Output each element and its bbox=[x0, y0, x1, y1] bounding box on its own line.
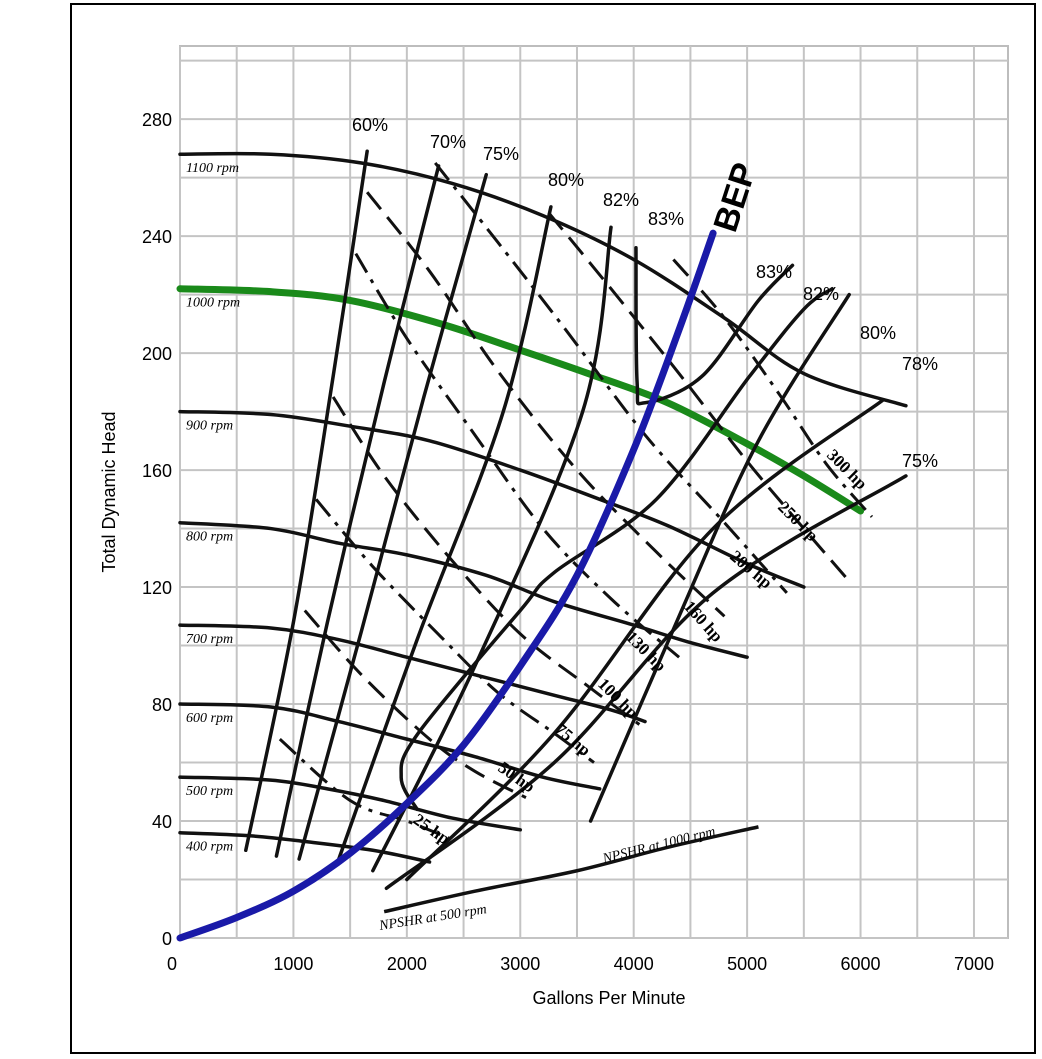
power-line bbox=[672, 258, 874, 518]
y-tick-label: 40 bbox=[152, 812, 172, 832]
npshr-500-label: NPSHR at 500 rpm bbox=[377, 902, 487, 934]
speed-curve bbox=[178, 520, 749, 659]
x-tick-label: 2000 bbox=[387, 954, 427, 974]
efficiency-label: 82% bbox=[803, 284, 839, 304]
efficiency-line bbox=[588, 292, 851, 823]
speed-curve-label: 1100 rpm bbox=[186, 161, 239, 176]
x-tick-label: 5000 bbox=[727, 954, 767, 974]
y-tick-label: 0 bbox=[162, 929, 172, 949]
efficiency-line bbox=[371, 225, 613, 873]
y-tick-label: 80 bbox=[152, 695, 172, 715]
power-line bbox=[365, 191, 726, 618]
efficiency-label: 83% bbox=[648, 209, 684, 229]
efficiency-label: 80% bbox=[548, 170, 584, 190]
npshr-curve bbox=[383, 825, 759, 914]
speed-curve-label: 500 rpm bbox=[186, 784, 233, 799]
curves bbox=[176, 149, 908, 942]
speed-curve bbox=[178, 623, 647, 724]
efficiency-line bbox=[405, 398, 885, 882]
speed-curve bbox=[178, 702, 602, 791]
efficiency-label: 70% bbox=[430, 132, 466, 152]
grid bbox=[179, 45, 1009, 939]
efficiency-label: 75% bbox=[902, 451, 938, 471]
plot-border bbox=[179, 45, 1009, 939]
efficiency-label: 78% bbox=[902, 354, 938, 374]
efficiency-line bbox=[634, 246, 795, 406]
power-line bbox=[303, 609, 527, 799]
speed-curve-label: 1000 rpm bbox=[186, 296, 240, 311]
y-tick-label: 280 bbox=[142, 110, 172, 130]
x-tick-label: 3000 bbox=[500, 954, 540, 974]
y-axis-label: Total Dynamic Head bbox=[99, 411, 119, 572]
speed-curve bbox=[178, 151, 908, 408]
x-tick-label: 6000 bbox=[841, 954, 881, 974]
efficiency-line bbox=[274, 164, 441, 858]
efficiency-line bbox=[337, 205, 553, 861]
x-tick-label: 0 bbox=[167, 954, 177, 974]
speed-curve-label: 600 rpm bbox=[186, 711, 233, 726]
speed-curve-label: 400 rpm bbox=[186, 840, 233, 855]
efficiency-label: 75% bbox=[483, 144, 519, 164]
y-tick-label: 120 bbox=[142, 578, 172, 598]
efficiency-line bbox=[244, 149, 369, 853]
power-line bbox=[354, 252, 681, 659]
bep-label: BEP bbox=[706, 158, 764, 236]
speed-curve bbox=[178, 775, 523, 832]
efficiency-label: 82% bbox=[603, 190, 639, 210]
x-tick-label: 7000 bbox=[954, 954, 994, 974]
efficiency-label: 83% bbox=[756, 262, 792, 282]
x-tick-label: 4000 bbox=[614, 954, 654, 974]
efficiency-label: 60% bbox=[352, 115, 388, 135]
speed-curve bbox=[178, 409, 806, 589]
npshr-1000-label: NPSHR at 1000 rpm bbox=[600, 824, 717, 867]
power-line bbox=[434, 162, 788, 594]
power-label: 160 hp bbox=[680, 597, 727, 646]
speed-curve-label: 800 rpm bbox=[186, 530, 233, 545]
speed-curve-label: 700 rpm bbox=[186, 632, 233, 647]
power-label: 75 hp bbox=[551, 720, 594, 760]
y-tick-label: 200 bbox=[142, 344, 172, 364]
bep-curve bbox=[176, 229, 717, 942]
efficiency-line bbox=[399, 286, 834, 812]
speed-curve-label: 900 rpm bbox=[186, 419, 233, 434]
efficiency-line bbox=[384, 474, 908, 891]
speed-curve bbox=[176, 285, 865, 515]
power-line bbox=[331, 396, 641, 726]
efficiency-line bbox=[297, 172, 488, 861]
efficiency-label: 80% bbox=[860, 323, 896, 343]
x-axis-label: Gallons Per Minute bbox=[532, 988, 685, 1008]
axis-ticks: 0 1000 2000 3000 4000 5000 6000 7000 0 40 80 120 160… bbox=[142, 110, 994, 974]
y-tick-label: 240 bbox=[142, 227, 172, 247]
power-line bbox=[278, 737, 451, 840]
x-tick-label: 1000 bbox=[273, 954, 313, 974]
labels: 1100 rpm 1000 rpm 900 rpm 800 rpm 700 rpm 600… bbox=[186, 115, 938, 934]
power-line bbox=[314, 498, 595, 764]
y-tick-label: 160 bbox=[142, 461, 172, 481]
